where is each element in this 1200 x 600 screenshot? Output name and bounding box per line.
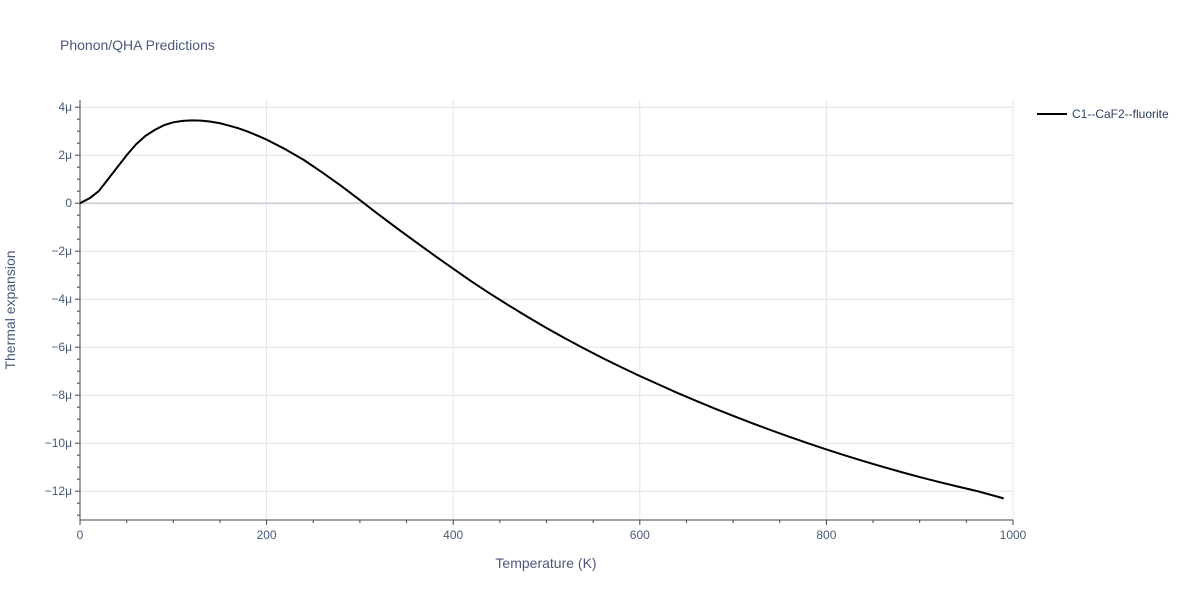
y-tick-label: −2μ — [51, 244, 72, 258]
x-tick-label: 1000 — [1000, 528, 1027, 542]
series-line-0[interactable] — [79, 119, 1004, 500]
y-tick-label: 4μ — [58, 100, 72, 114]
legend-item-label: C1--CaF2--fluorite — [1072, 107, 1169, 121]
y-tick-label: −12μ — [45, 484, 72, 498]
y-tick-label: 0 — [65, 196, 72, 210]
y-tick-label: −6μ — [51, 340, 72, 354]
grid-layer — [80, 100, 1014, 520]
axis-layer: 0 200 400 600 800 1000 4μ 2μ 0 −2μ −4μ −6μ −8μ −10μ −1… — [45, 100, 1027, 542]
x-tick-label: 800 — [816, 528, 836, 542]
x-tick-label: 600 — [630, 528, 650, 542]
y-tick-label: 2μ — [58, 148, 72, 162]
y-axis-label: Thermal expansion — [2, 250, 18, 369]
x-axis-label: Temperature (K) — [495, 555, 596, 571]
legend[interactable]: C1--CaF2--fluorite — [1037, 107, 1169, 121]
y-tick-label: −10μ — [45, 436, 72, 450]
y-tick-label: −8μ — [51, 388, 72, 402]
chart-title: Phonon/QHA Predictions — [60, 37, 215, 53]
x-tick-label: 400 — [443, 528, 463, 542]
x-tick-label: 0 — [77, 528, 84, 542]
x-tick-label: 200 — [257, 528, 277, 542]
series-layer — [79, 119, 1004, 500]
y-tick-label: −4μ — [51, 292, 72, 306]
